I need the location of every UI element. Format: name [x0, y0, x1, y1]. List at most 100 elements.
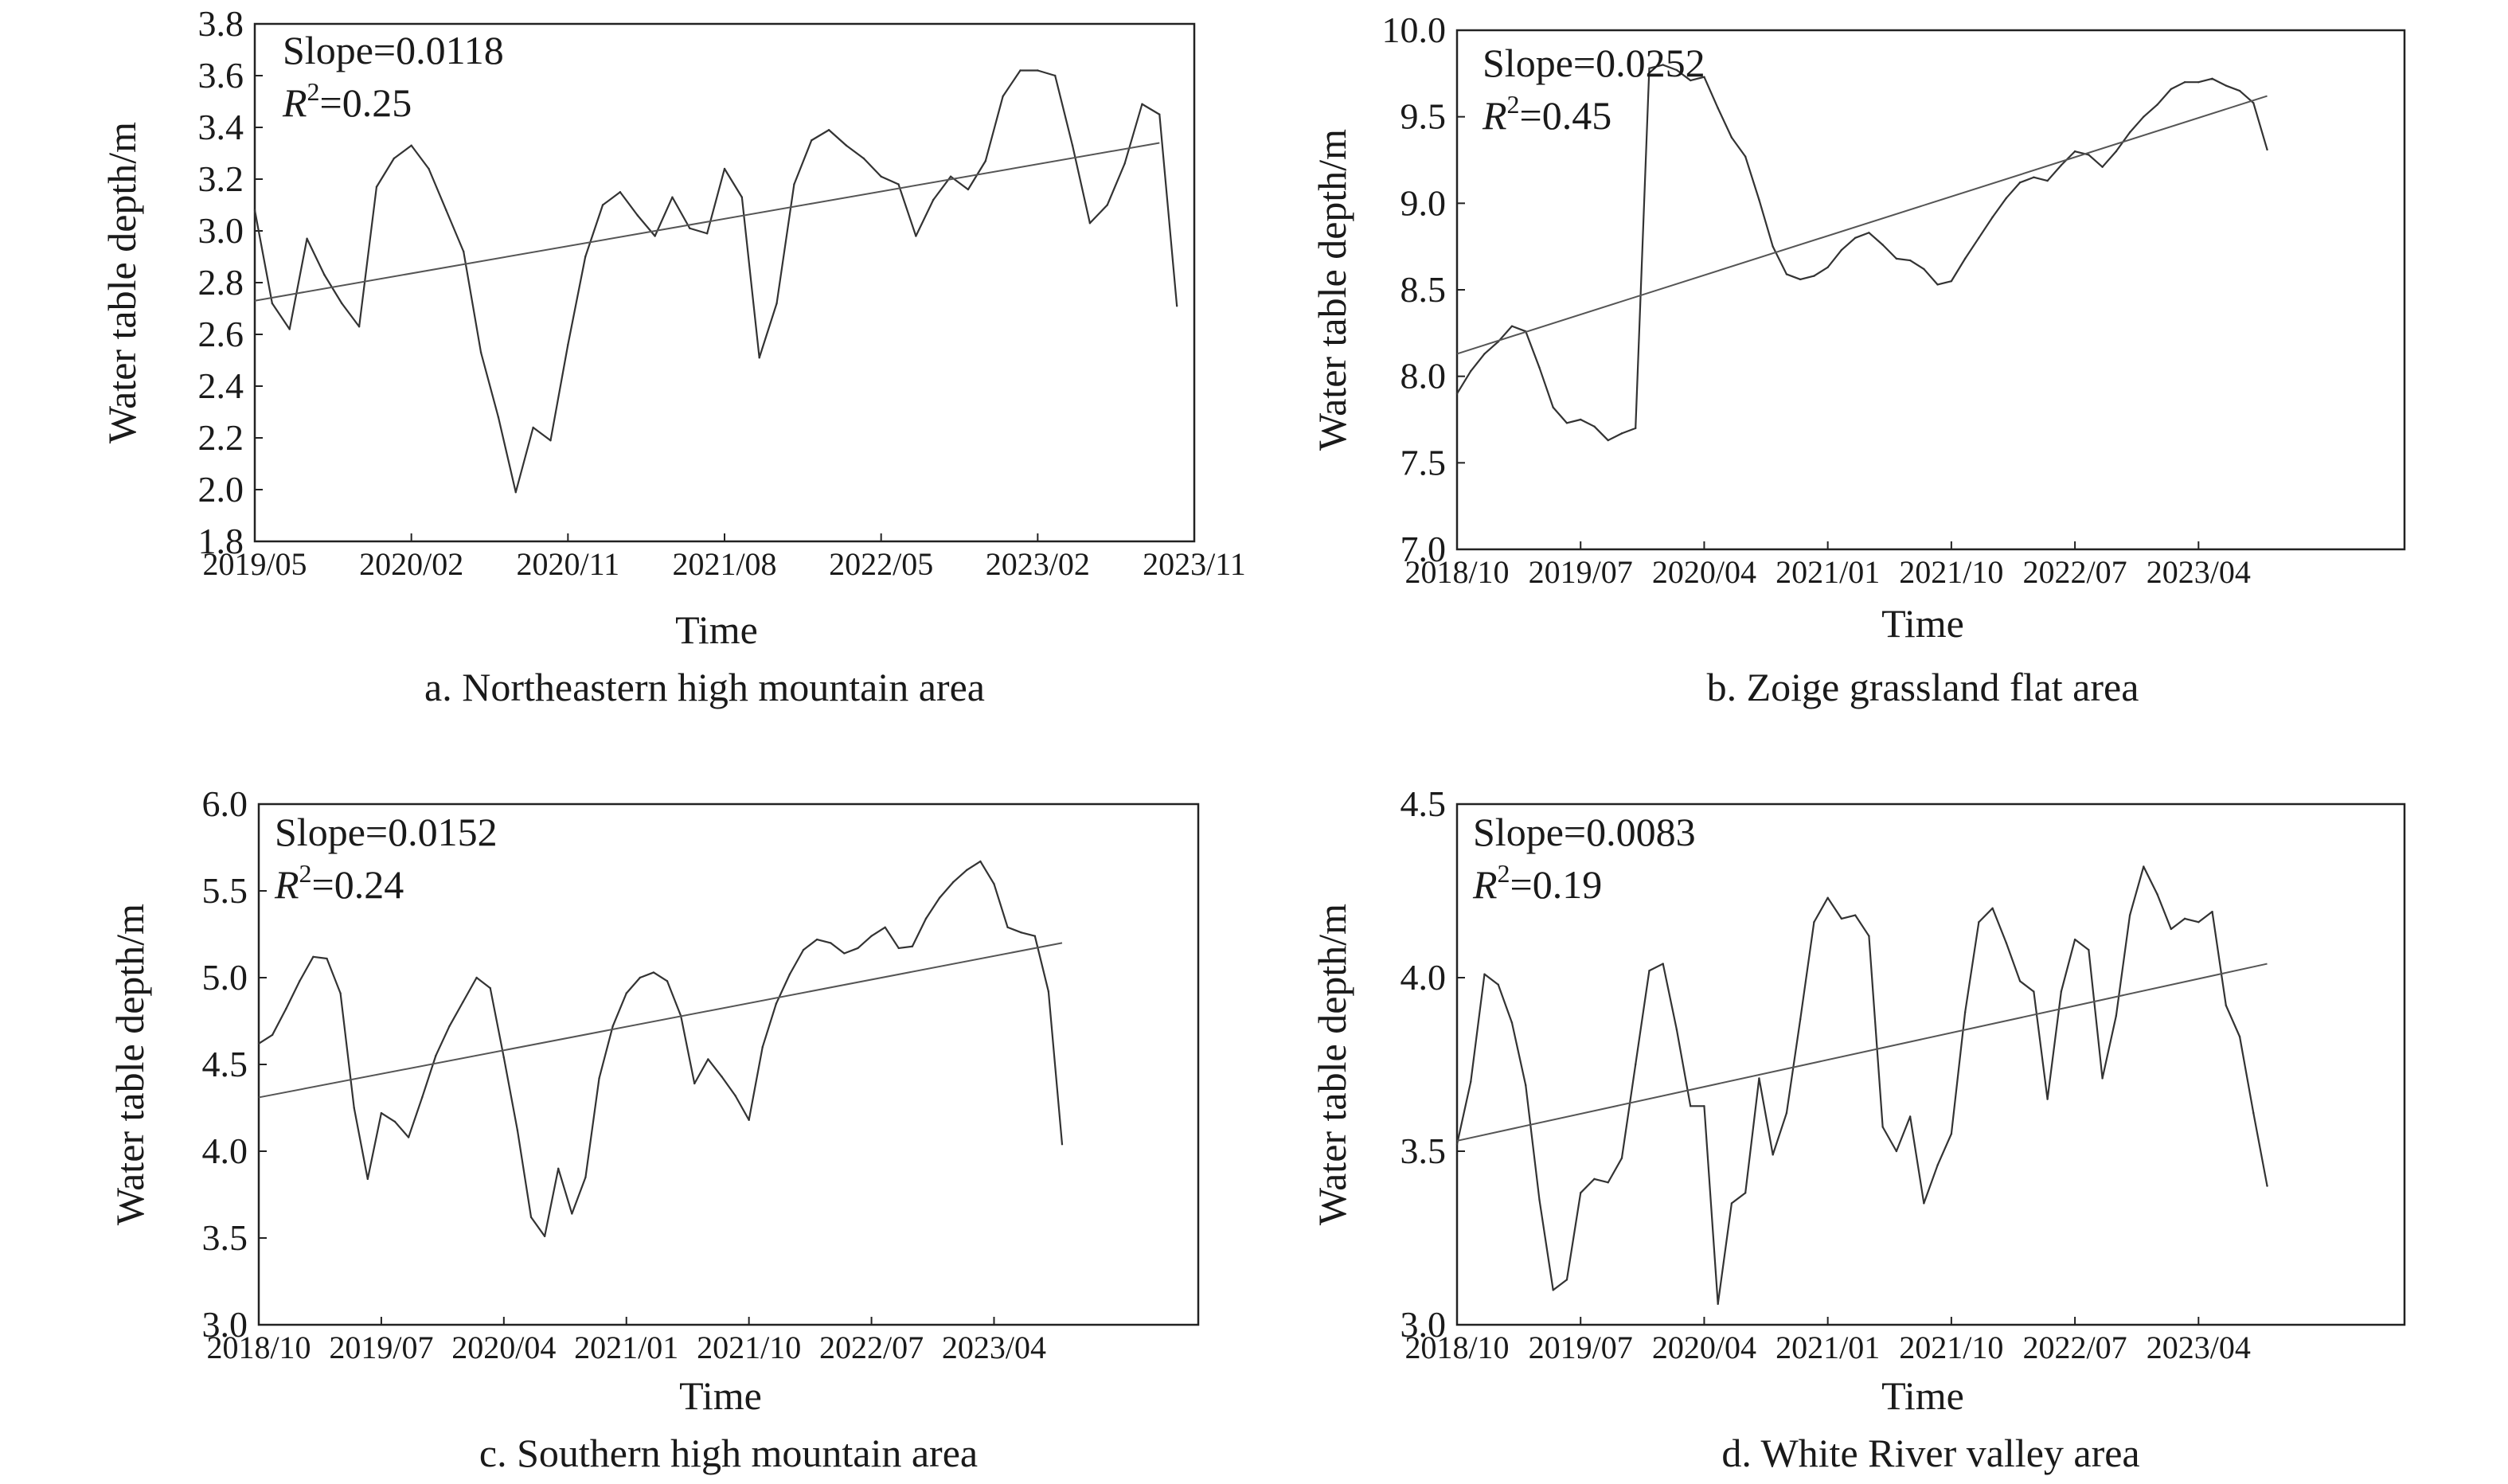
data-point: [911, 945, 914, 947]
data-point: [693, 1082, 696, 1085]
data-point: [1895, 1150, 1898, 1153]
data-point: [1470, 369, 1472, 373]
data-point: [1717, 107, 1719, 109]
data-point: [938, 896, 941, 899]
data-point: [843, 952, 846, 955]
data-point: [1923, 268, 1925, 271]
data-point: [775, 1002, 778, 1005]
data-point: [1635, 1063, 1637, 1066]
data-point: [1061, 1143, 1064, 1146]
data-point: [584, 1176, 587, 1178]
data-point: [2018, 980, 2022, 982]
data-point: [723, 167, 726, 170]
chart-panel-3: 3.0 3.5 4.0 4.5 5.0 5.5 6.0 2018/10 2019/07 2020/…: [107, 783, 1200, 1475]
data-point: [788, 973, 791, 975]
data-point: [1799, 1018, 1802, 1021]
data-point: [1497, 983, 1499, 986]
data-point: [1565, 1279, 1568, 1281]
x-tick-label: 2023/02: [986, 546, 1090, 582]
data-point: [1868, 232, 1870, 234]
data-point: [2073, 938, 2076, 941]
r2-value: =0.19: [1510, 862, 1603, 907]
data-point: [2197, 921, 2200, 924]
data-point: [984, 160, 986, 162]
data-point: [1620, 432, 1623, 435]
data-point: [257, 1042, 260, 1045]
x-tick-label: 2023/04: [2147, 1330, 2251, 1365]
data-point: [323, 274, 326, 276]
data-point: [2005, 197, 2008, 200]
data-point: [671, 196, 674, 198]
data-point: [543, 1235, 546, 1238]
x-tick-label: 2018/10: [1404, 1330, 1509, 1365]
trend-line: [1456, 963, 2268, 1142]
r2-symbol: R: [1472, 862, 1498, 907]
data-point: [271, 1033, 274, 1037]
plot-frame: [1455, 803, 2406, 1326]
data-point: [1538, 1198, 1541, 1201]
y-tick-label: 3.8: [198, 3, 244, 44]
data-point: [557, 1167, 560, 1170]
data-point: [2252, 1111, 2255, 1115]
data-point: [253, 209, 256, 212]
x-tick-label: 2020/11: [517, 546, 620, 582]
y-tick-label: 2.6: [198, 314, 244, 354]
y-tick-label: 8.5: [1400, 269, 1447, 310]
data-point: [2183, 81, 2186, 84]
data-point: [1717, 1302, 1719, 1306]
data-point: [979, 860, 982, 863]
panel-caption: d. White River valley area: [1721, 1431, 2139, 1475]
data-point: [341, 302, 343, 305]
data-point: [1053, 74, 1057, 77]
chart-panel-2: 7.0 7.5 8.0 8.5 9.0 9.5 10.0 2018/10 2019/07 2020…: [1310, 10, 2406, 709]
x-tick-label: 2021/10: [697, 1330, 801, 1365]
data-point: [811, 139, 813, 142]
data-point: [1593, 425, 1596, 428]
data-point: [966, 869, 968, 872]
data-point: [2073, 150, 2076, 153]
data-point: [802, 948, 805, 951]
y-tick-label: 3.0: [202, 1304, 248, 1345]
data-point: [410, 144, 412, 146]
x-tick-label: 2019/07: [329, 1330, 433, 1365]
data-point: [1744, 155, 1747, 158]
data-point: [1071, 144, 1074, 146]
data-point: [862, 157, 865, 160]
data-point: [2046, 1098, 2049, 1100]
data-point: [1963, 257, 1967, 260]
data-point: [2156, 103, 2158, 106]
data-point: [1675, 68, 1678, 72]
r2-symbol: R: [282, 80, 307, 125]
series-points: [253, 69, 1178, 494]
y-tick-label: 2.2: [198, 417, 244, 458]
data-point: [1470, 1080, 1472, 1084]
x-tick-label: 2023/04: [2147, 554, 2251, 590]
data-point: [625, 992, 627, 994]
data-point: [1593, 1177, 1596, 1181]
data-point: [1510, 1021, 1514, 1024]
data-point: [1963, 1011, 1967, 1013]
data-point: [1868, 935, 1870, 937]
data-point: [393, 1120, 397, 1123]
data-point: [1950, 279, 1953, 283]
data-point: [357, 326, 361, 328]
y-tick-label: 3.0: [198, 210, 244, 251]
data-point: [993, 883, 995, 885]
data-point: [830, 942, 832, 944]
data-point: [1648, 67, 1651, 70]
data-point: [1881, 1126, 1884, 1128]
data-point: [793, 183, 795, 186]
x-tick-label: 2020/04: [1652, 1330, 1756, 1365]
data-point: [949, 175, 952, 178]
x-axis-label: Time: [679, 1373, 762, 1418]
data-point: [299, 980, 301, 982]
slope-annotation: Slope=0.0118: [283, 28, 504, 72]
data-point: [666, 980, 669, 982]
data-point: [748, 1119, 750, 1121]
data-point: [1607, 1181, 1609, 1184]
data-point: [1895, 257, 1898, 260]
x-tick-label: 2020/04: [451, 1330, 556, 1365]
data-point: [445, 209, 447, 212]
data-point: [1826, 896, 1829, 899]
data-point: [1772, 1154, 1774, 1156]
